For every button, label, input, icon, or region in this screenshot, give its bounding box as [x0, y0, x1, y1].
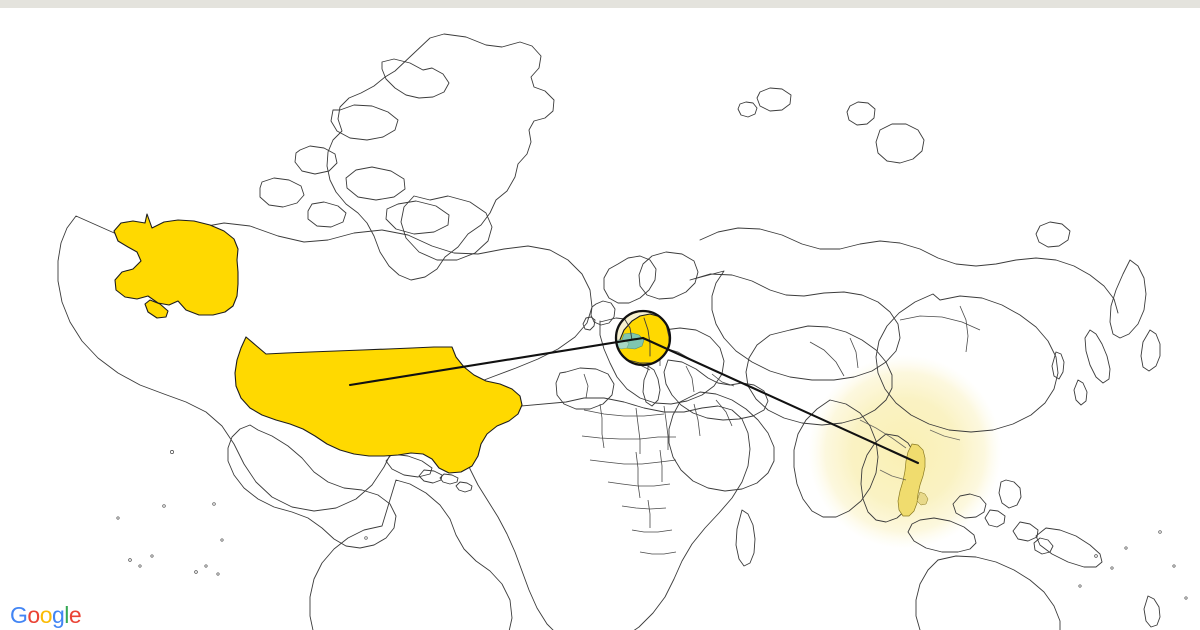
google-letter-l: l — [64, 601, 69, 628]
top-band — [0, 0, 1200, 8]
eurasia-africa-outlines — [463, 87, 1188, 630]
route-segment-europe-vietnam — [641, 336, 920, 465]
google-letter-e: e — [68, 601, 82, 628]
route-segment-us-europe — [348, 336, 645, 387]
google-letter-o1: o — [27, 601, 40, 628]
highlight-united-states — [113, 213, 523, 474]
north-america-outlines — [57, 33, 593, 630]
connection-route[interactable] — [348, 336, 920, 465]
google-logo: G o o g l e — [10, 601, 82, 628]
google-letter-g2: g — [51, 601, 65, 628]
google-letter-o2: o — [39, 601, 53, 628]
southeast-asia-glow — [808, 355, 1002, 549]
google-letter-g1: G — [10, 601, 28, 628]
